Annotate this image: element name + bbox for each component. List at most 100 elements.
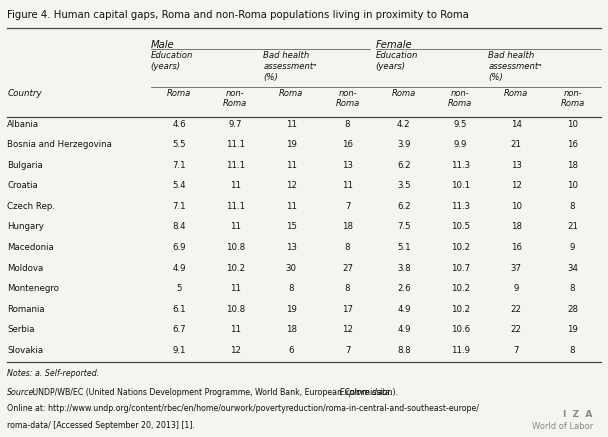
Text: 11: 11	[286, 202, 297, 211]
Text: 16: 16	[342, 140, 353, 149]
Text: 7.1: 7.1	[172, 202, 185, 211]
Text: 9.5: 9.5	[454, 120, 467, 129]
Text: 14: 14	[511, 120, 522, 129]
Text: Roma: Roma	[504, 89, 528, 98]
Text: 11.3: 11.3	[451, 202, 469, 211]
Text: non-
Roma: non- Roma	[336, 89, 360, 108]
Text: Moldova: Moldova	[7, 264, 44, 273]
Text: 11: 11	[342, 181, 353, 191]
Text: 12: 12	[230, 346, 241, 355]
Text: 9.1: 9.1	[172, 346, 185, 355]
Text: 19: 19	[286, 140, 297, 149]
Text: Male: Male	[151, 40, 174, 50]
Text: 4.2: 4.2	[397, 120, 410, 129]
Text: Bulgaria: Bulgaria	[7, 161, 43, 170]
Text: 10: 10	[567, 120, 578, 129]
Text: Country: Country	[7, 89, 42, 98]
Text: World of Labor: World of Labor	[531, 422, 593, 431]
Text: 19: 19	[567, 325, 578, 334]
Text: 7: 7	[345, 202, 350, 211]
Text: Online at: http://www.undp.org/content/rbec/en/home/ourwork/povertyreduction/rom: Online at: http://www.undp.org/content/r…	[7, 404, 479, 413]
Text: 10.8: 10.8	[226, 305, 244, 314]
Text: 13: 13	[511, 161, 522, 170]
Text: 11: 11	[230, 284, 241, 293]
Text: Macedonia: Macedonia	[7, 243, 54, 252]
Text: Albania: Albania	[7, 120, 40, 129]
Text: 10: 10	[567, 181, 578, 191]
Text: 10.2: 10.2	[451, 243, 469, 252]
Text: 4.9: 4.9	[397, 305, 410, 314]
Text: 8: 8	[345, 243, 350, 252]
Text: 11.1: 11.1	[226, 140, 244, 149]
Text: Hungary: Hungary	[7, 222, 44, 232]
Text: 11: 11	[286, 161, 297, 170]
Text: 7: 7	[514, 346, 519, 355]
Text: 21: 21	[511, 140, 522, 149]
Text: 9.9: 9.9	[454, 140, 467, 149]
Text: 3.8: 3.8	[397, 264, 410, 273]
Text: 11: 11	[230, 325, 241, 334]
Text: 7: 7	[345, 346, 350, 355]
Text: 3.5: 3.5	[397, 181, 410, 191]
Text: 10.2: 10.2	[451, 284, 469, 293]
Text: 13: 13	[342, 161, 353, 170]
Text: 19: 19	[286, 305, 297, 314]
Text: 10.2: 10.2	[226, 264, 244, 273]
Text: 11.1: 11.1	[226, 161, 244, 170]
Text: 5.5: 5.5	[172, 140, 185, 149]
Text: 22: 22	[511, 305, 522, 314]
Text: Bad health
assessmentᵃ
(%): Bad health assessmentᵃ (%)	[263, 51, 317, 82]
Text: Czech Rep.: Czech Rep.	[7, 202, 55, 211]
Text: 6: 6	[289, 346, 294, 355]
Text: 2.6: 2.6	[397, 284, 410, 293]
Text: 8: 8	[570, 346, 575, 355]
Text: Romania: Romania	[7, 305, 45, 314]
Text: 9: 9	[570, 243, 575, 252]
Text: 17: 17	[342, 305, 353, 314]
Text: 8: 8	[570, 284, 575, 293]
Text: Roma: Roma	[392, 89, 416, 98]
Text: 13: 13	[286, 243, 297, 252]
Text: 4.6: 4.6	[172, 120, 185, 129]
Text: 16: 16	[567, 140, 578, 149]
Text: 8: 8	[345, 284, 350, 293]
Text: 6.9: 6.9	[172, 243, 185, 252]
Text: 8: 8	[345, 120, 350, 129]
Text: 10.7: 10.7	[451, 264, 469, 273]
Text: 4.9: 4.9	[172, 264, 185, 273]
Text: Roma: Roma	[167, 89, 191, 98]
Text: 6.1: 6.1	[172, 305, 185, 314]
Text: Slovakia: Slovakia	[7, 346, 43, 355]
Text: non-
Roma: non- Roma	[448, 89, 472, 108]
Text: 18: 18	[342, 222, 353, 232]
Text: 8.8: 8.8	[397, 346, 410, 355]
Text: 10.5: 10.5	[451, 222, 469, 232]
Text: Female: Female	[376, 40, 412, 50]
Text: 12: 12	[342, 325, 353, 334]
Text: 7.1: 7.1	[172, 161, 185, 170]
Text: Education
(years): Education (years)	[376, 51, 418, 71]
Text: 8.4: 8.4	[172, 222, 185, 232]
Text: Serbia: Serbia	[7, 325, 35, 334]
Text: 9: 9	[514, 284, 519, 293]
Text: non-
Roma: non- Roma	[561, 89, 585, 108]
Text: Roma: Roma	[279, 89, 303, 98]
Text: 18: 18	[567, 161, 578, 170]
Text: I  Z  A: I Z A	[564, 409, 593, 419]
Text: 27: 27	[342, 264, 353, 273]
Text: 12: 12	[511, 181, 522, 191]
Text: 11.1: 11.1	[226, 202, 244, 211]
Text: 10: 10	[511, 202, 522, 211]
Text: 34: 34	[567, 264, 578, 273]
Text: 11: 11	[230, 181, 241, 191]
Text: 16: 16	[511, 243, 522, 252]
Text: Bosnia and Herzegovina: Bosnia and Herzegovina	[7, 140, 112, 149]
Text: 12: 12	[286, 181, 297, 191]
Text: Source:: Source:	[7, 388, 37, 397]
Text: 6.7: 6.7	[172, 325, 185, 334]
Text: 11.9: 11.9	[451, 346, 469, 355]
Text: 9.7: 9.7	[229, 120, 242, 129]
Text: 11: 11	[286, 120, 297, 129]
Text: 18: 18	[511, 222, 522, 232]
Text: 10.2: 10.2	[451, 305, 469, 314]
